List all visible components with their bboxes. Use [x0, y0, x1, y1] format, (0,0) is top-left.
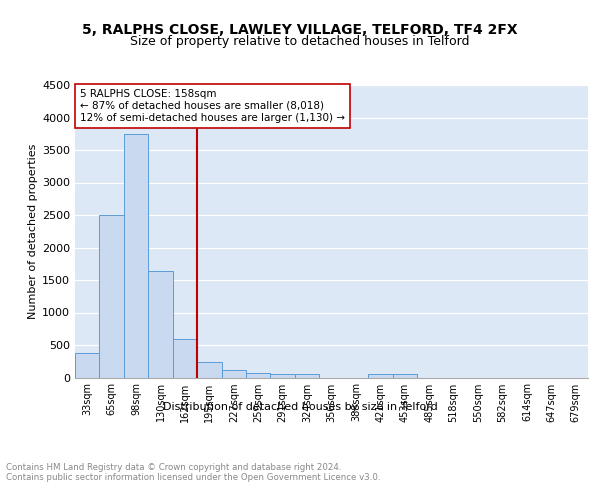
Text: 5, RALPHS CLOSE, LAWLEY VILLAGE, TELFORD, TF4 2FX: 5, RALPHS CLOSE, LAWLEY VILLAGE, TELFORD…: [82, 22, 518, 36]
Bar: [271, 374, 295, 378]
Bar: [368, 374, 392, 378]
Y-axis label: Number of detached properties: Number of detached properties: [28, 144, 38, 319]
Bar: [392, 374, 417, 378]
Bar: [221, 370, 246, 378]
Text: Contains HM Land Registry data © Crown copyright and database right 2024.
Contai: Contains HM Land Registry data © Crown c…: [6, 462, 380, 482]
Bar: [246, 373, 271, 378]
Text: 5 RALPHS CLOSE: 158sqm
← 87% of detached houses are smaller (8,018)
12% of semi-: 5 RALPHS CLOSE: 158sqm ← 87% of detached…: [80, 90, 345, 122]
Bar: [148, 271, 173, 378]
Text: Size of property relative to detached houses in Telford: Size of property relative to detached ho…: [130, 35, 470, 48]
Text: Distribution of detached houses by size in Telford: Distribution of detached houses by size …: [163, 402, 437, 412]
Bar: [75, 354, 100, 378]
Bar: [173, 338, 197, 378]
Bar: [124, 134, 148, 378]
Bar: [197, 362, 221, 378]
Bar: [100, 215, 124, 378]
Bar: [295, 374, 319, 378]
